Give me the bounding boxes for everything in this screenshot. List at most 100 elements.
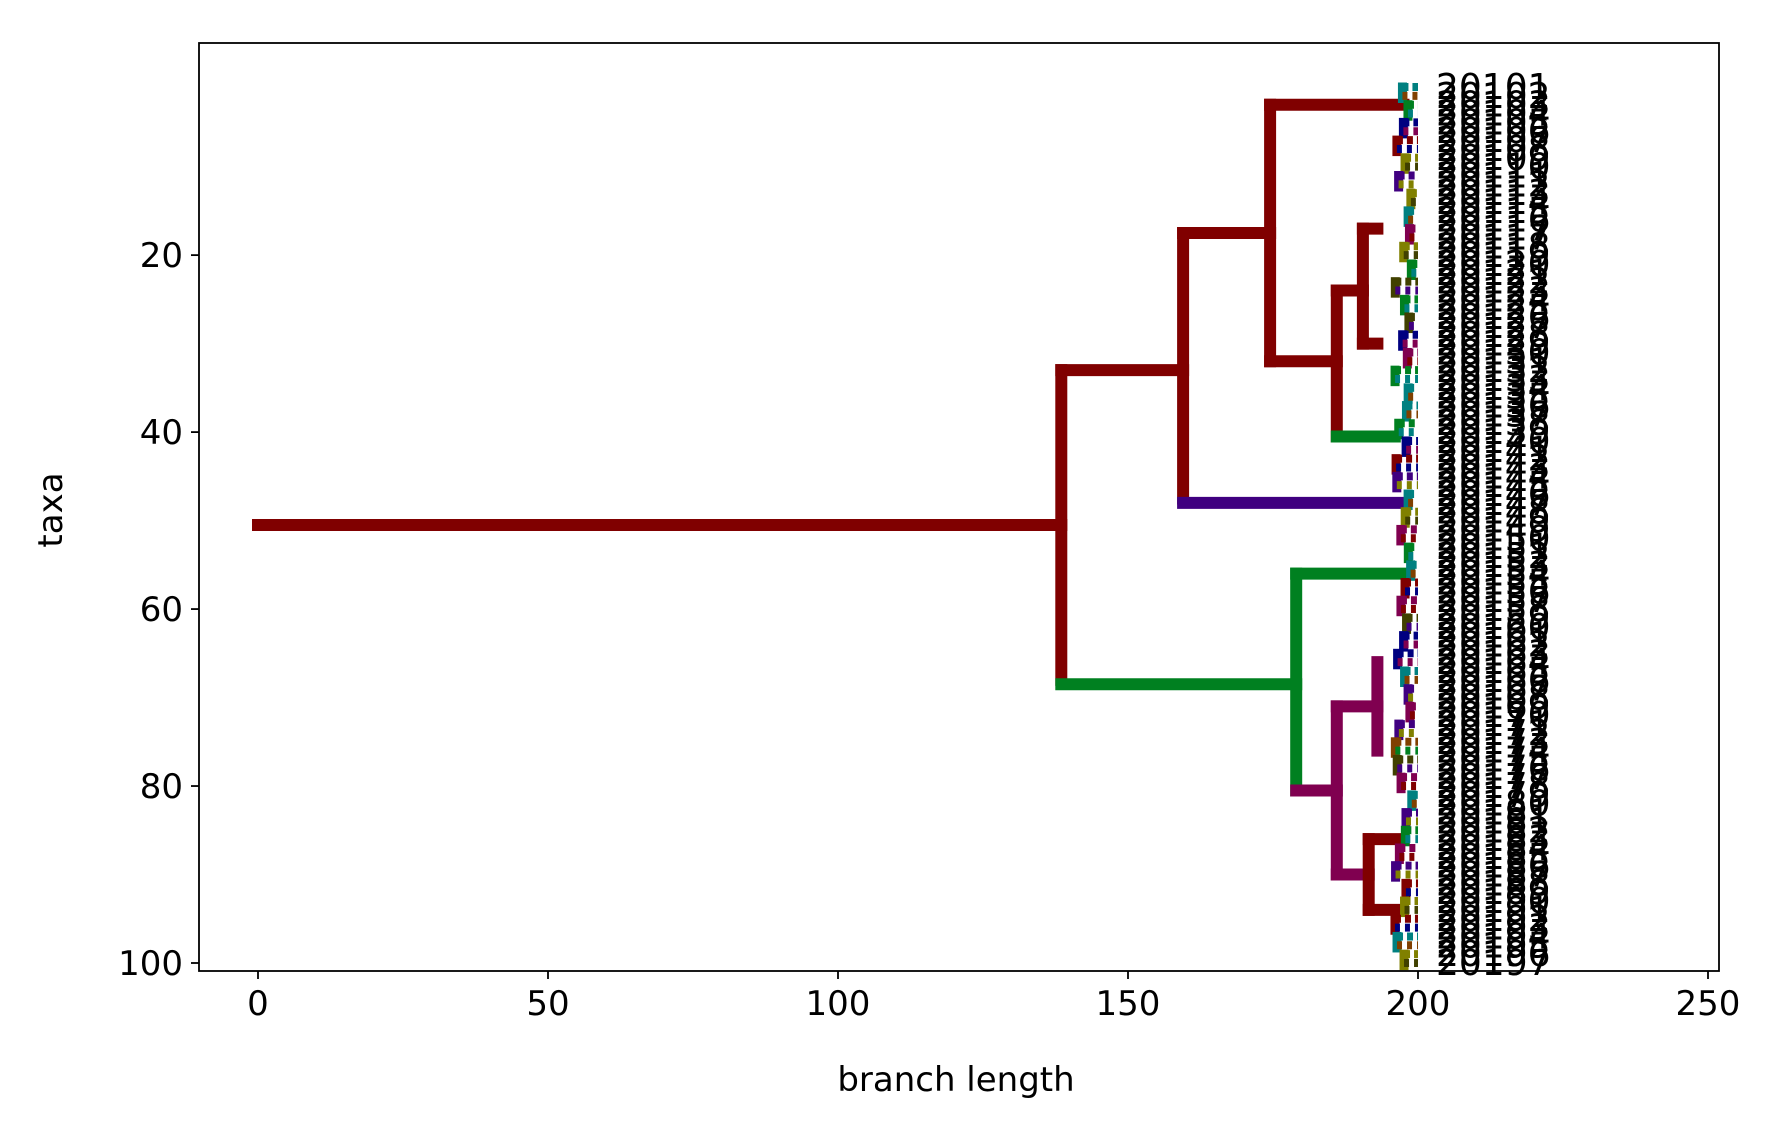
leaf-label: 20103 [1436, 85, 1551, 126]
leaf-label: 20137 [1436, 394, 1551, 435]
leaf-label: 20156 [1436, 571, 1551, 612]
leaf-label: 20145 [1436, 465, 1551, 506]
leaf-label: 20168 [1436, 678, 1551, 719]
x-axis-label: branch length [837, 1060, 1074, 1100]
leaf-label: 20158 [1436, 589, 1551, 630]
leaf-label: 20155 [1436, 563, 1551, 604]
y-tick-label: 80 [140, 767, 183, 807]
leaf-label: 20104 [1436, 94, 1551, 135]
leaf-label: 20196 [1436, 934, 1551, 975]
leaf-label: 20119 [1436, 235, 1551, 276]
leaf-label: 20111 [1436, 155, 1551, 196]
leaf-label: 20105 [1436, 102, 1551, 143]
leaf-label: 20178 [1436, 766, 1551, 807]
x-tick-label: 0 [247, 984, 269, 1024]
x-tick-label: 250 [1676, 984, 1741, 1024]
leaf-label: 20136 [1436, 386, 1551, 427]
branches-layer [252, 98, 1410, 916]
leaf-label: 20125 [1436, 288, 1551, 329]
leaf-labels-layer: 2010120102201032010420105201062010720108… [1436, 67, 1551, 984]
leaf-label: 20118 [1436, 226, 1551, 267]
leaf-label: 20114 [1436, 182, 1551, 223]
leaf-label: 20170 [1436, 695, 1551, 736]
leaf-label: 20141 [1436, 430, 1551, 471]
leaf-label: 20133 [1436, 359, 1551, 400]
x-tick-label: 50 [526, 984, 569, 1024]
leaf-label: 20147 [1436, 483, 1551, 524]
leaf-label: 20130 [1436, 332, 1551, 373]
leaf-label: 20192 [1436, 899, 1551, 940]
leaf-label: 20135 [1436, 377, 1551, 418]
leaf-label: 20197 [1436, 943, 1551, 984]
leaf-label: 20113 [1436, 173, 1551, 214]
leaf-label: 20131 [1436, 341, 1551, 382]
leaf-label: 20161 [1436, 616, 1551, 657]
leaf-label: 20154 [1436, 554, 1551, 595]
leaf-label: 20182 [1436, 810, 1551, 851]
y-tick-label: 40 [140, 413, 183, 453]
leaf-label: 20121 [1436, 253, 1551, 294]
leaf-label: 20122 [1436, 262, 1551, 303]
leaf-label: 20132 [1436, 350, 1551, 391]
leaf-label: 20149 [1436, 509, 1551, 550]
leaf-label: 20188 [1436, 863, 1551, 904]
leaf-label: 20117 [1436, 217, 1551, 258]
leaf-label: 20191 [1436, 890, 1551, 931]
leaf-label: 20164 [1436, 642, 1551, 683]
leaf-label: 20102 [1436, 76, 1551, 117]
leaf-label: 20140 [1436, 421, 1551, 462]
leaf-label: 20159 [1436, 598, 1551, 639]
leaf-label: 20195 [1436, 925, 1551, 966]
leaf-label: 20183 [1436, 819, 1551, 860]
y-axis-ticks: 20 40 60 80 100 [118, 236, 199, 984]
leaf-label: 20171 [1436, 704, 1551, 745]
leaf-label: 20176 [1436, 748, 1551, 789]
leaf-label: 20151 [1436, 527, 1551, 568]
y-tick-label: 20 [140, 236, 183, 276]
leaf-label: 20110 [1436, 147, 1551, 188]
leaf-label: 20117 [1436, 209, 1551, 250]
leaf-label: 20181 [1436, 793, 1551, 834]
x-tick-label: 150 [1096, 984, 1161, 1024]
leaf-label: 20180 [1436, 784, 1551, 825]
y-axis-label: taxa [31, 472, 71, 547]
leaf-label: 20139 [1436, 412, 1551, 453]
leaf-label: 20194 [1436, 916, 1551, 957]
leaf-label: 20163 [1436, 633, 1551, 674]
leaf-label: 20185 [1436, 837, 1551, 878]
leaf-label: 20127 [1436, 306, 1551, 347]
leaf-label: 20190 [1436, 881, 1551, 922]
leaf-label: 20173 [1436, 722, 1551, 763]
leaf-label: 20123 [1436, 271, 1551, 312]
leaf-label: 20160 [1436, 607, 1551, 648]
leaf-label: 20112 [1436, 164, 1551, 205]
x-tick-label: 100 [806, 984, 871, 1024]
leaf-label: 20177 [1436, 757, 1551, 798]
leaf-label: 20162 [1436, 624, 1551, 665]
leaf-label: 20179 [1436, 775, 1551, 816]
leaf-label: 20107 [1436, 120, 1551, 161]
leaf-label: 20175 [1436, 739, 1551, 780]
leaf-label: 20115 [1436, 191, 1551, 232]
leaf-label: 20186 [1436, 846, 1551, 887]
leaf-label: 20174 [1436, 731, 1551, 772]
leaf-label: 20150 [1436, 518, 1551, 559]
leaf-label: 20193 [1436, 908, 1551, 949]
leaf-label: 20146 [1436, 474, 1551, 515]
plot-frame [198, 42, 1720, 972]
leaf-label: 20134 [1436, 368, 1551, 409]
leaf-label: 20184 [1436, 828, 1551, 869]
leaf-label: 20165 [1436, 651, 1551, 692]
leaf-label: 20124 [1436, 279, 1551, 320]
leaf-label: 20172 [1436, 713, 1551, 754]
leaf-label: 20144 [1436, 456, 1551, 497]
leaf-label: 20129 [1436, 324, 1551, 365]
leaf-label: 20152 [1436, 536, 1551, 577]
leaf-label: 20120 [1436, 244, 1551, 285]
leaf-label: 20148 [1436, 492, 1551, 533]
leaf-label: 20166 [1436, 660, 1551, 701]
leaf-label: 20109 [1436, 138, 1551, 179]
leaf-label: 20126 [1436, 297, 1551, 338]
x-axis-ticks: 0 50 100 150 200 250 [247, 971, 1740, 1024]
